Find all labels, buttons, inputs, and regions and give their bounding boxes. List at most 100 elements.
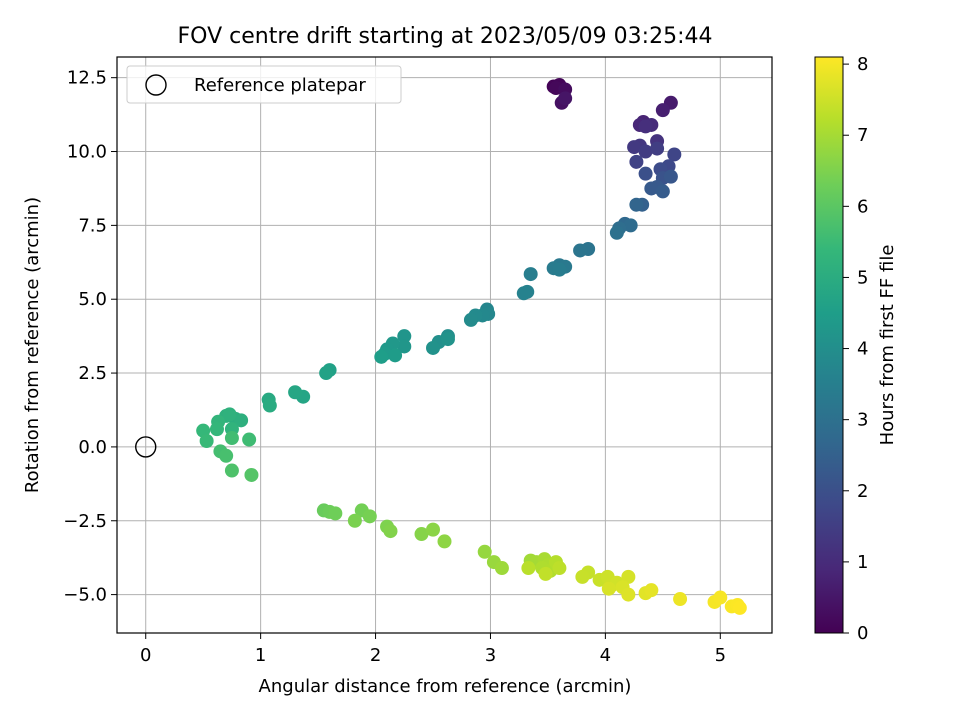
data-point (374, 349, 389, 364)
data-point (209, 422, 224, 437)
data-point (199, 434, 214, 448)
data-point (426, 340, 441, 355)
x-tick-label: 1 (255, 645, 266, 666)
data-point (347, 513, 362, 528)
colorbar-tick-label: 7 (857, 125, 868, 146)
data-point (623, 218, 638, 233)
chart-title: FOV centre drift starting at 2023/05/09 … (178, 24, 713, 49)
x-tick-label: 3 (485, 645, 496, 666)
legend-box (126, 65, 402, 104)
data-point (629, 154, 644, 169)
data-point (655, 103, 670, 118)
y-tick-label: −5.0 (63, 585, 107, 606)
data-point (627, 140, 642, 155)
colorbar: 0 1 2 3 4 5 6 7 8 Hours from first FF file (814, 54, 898, 644)
colorbar-tick-label: 0 (857, 623, 868, 644)
colorbar-tick-label: 6 (857, 196, 868, 217)
colorbar-tick-label: 3 (857, 410, 868, 431)
x-tick-label: 0 (140, 645, 151, 666)
data-point (426, 522, 441, 537)
legend: Reference platepar (126, 65, 402, 104)
data-point (516, 286, 531, 301)
y-axis-label: Rotation from reference (arcmin) (22, 197, 43, 493)
data-point (644, 181, 659, 196)
data-point (621, 569, 636, 584)
data-point (667, 147, 682, 162)
data-point (397, 339, 412, 354)
data-point (644, 583, 659, 598)
colorbar-tick-label: 8 (857, 54, 868, 75)
data-point (397, 329, 412, 344)
reference-marker-layer (135, 436, 157, 458)
data-point (575, 569, 590, 584)
data-point (383, 524, 398, 539)
data-point (224, 431, 239, 446)
data-point (523, 267, 538, 282)
colorbar-tick-label: 1 (857, 552, 868, 573)
data-point (437, 534, 452, 549)
data-point (328, 506, 343, 521)
data-point (521, 561, 536, 576)
data-point (440, 332, 455, 347)
data-point (638, 144, 653, 159)
x-axis-ticks: 0 1 2 3 4 5 (140, 633, 726, 666)
colorbar-gradient (815, 57, 843, 633)
data-point (663, 169, 678, 184)
data-point (601, 581, 616, 596)
x-axis-label: Angular distance from reference (arcmin) (259, 676, 632, 697)
y-tick-label: 12.5 (67, 68, 107, 89)
data-point (463, 312, 478, 327)
data-point (609, 225, 624, 240)
colorbar-tick-label: 5 (857, 267, 868, 288)
scatter-points (196, 78, 747, 615)
data-point (538, 566, 553, 581)
data-point (388, 348, 403, 363)
y-tick-label: −2.5 (63, 511, 107, 532)
legend-label-reference-platepar: Reference platepar (194, 75, 366, 96)
data-point (732, 600, 747, 615)
data-point (655, 184, 670, 199)
legend-marker-reference-platepar (145, 74, 167, 96)
data-point (638, 166, 653, 181)
x-tick-label: 5 (715, 645, 726, 666)
data-point (244, 467, 259, 482)
data-point (219, 448, 234, 463)
data-point (713, 590, 728, 605)
y-tick-label: 2.5 (78, 363, 107, 384)
data-point (650, 141, 665, 156)
y-tick-label: 7.5 (78, 215, 107, 236)
x-tick-label: 2 (370, 645, 381, 666)
data-point (224, 463, 239, 478)
colorbar-tick-label: 4 (857, 339, 868, 360)
colorbar-ticks: 0 1 2 3 4 5 6 7 8 (843, 54, 868, 644)
data-point (552, 561, 567, 576)
y-axis-ticks: −5.0 −2.5 0.0 2.5 5.0 7.5 10.0 12.5 (63, 68, 117, 606)
y-tick-label: 0.0 (78, 437, 107, 458)
data-point (621, 587, 636, 602)
data-point (362, 509, 377, 524)
data-point (573, 243, 588, 258)
grid (117, 57, 772, 633)
y-tick-label: 5.0 (78, 289, 107, 310)
data-point (414, 527, 429, 542)
data-point (494, 561, 509, 576)
y-tick-label: 10.0 (67, 142, 107, 163)
data-point (262, 398, 277, 413)
data-point (222, 407, 237, 422)
data-point (552, 262, 567, 277)
data-point (288, 385, 303, 400)
colorbar-label: Hours from first FF file (877, 245, 898, 446)
data-point (477, 544, 492, 559)
data-point (638, 119, 653, 134)
data-point (319, 366, 334, 381)
data-point (242, 432, 257, 447)
data-point (629, 197, 644, 212)
colorbar-frame (814, 56, 844, 634)
plot-frame (116, 56, 773, 634)
colorbar-tick-label: 2 (857, 481, 868, 502)
data-point (558, 91, 573, 106)
data-point (673, 592, 688, 607)
reference-platepar-marker (135, 436, 157, 458)
